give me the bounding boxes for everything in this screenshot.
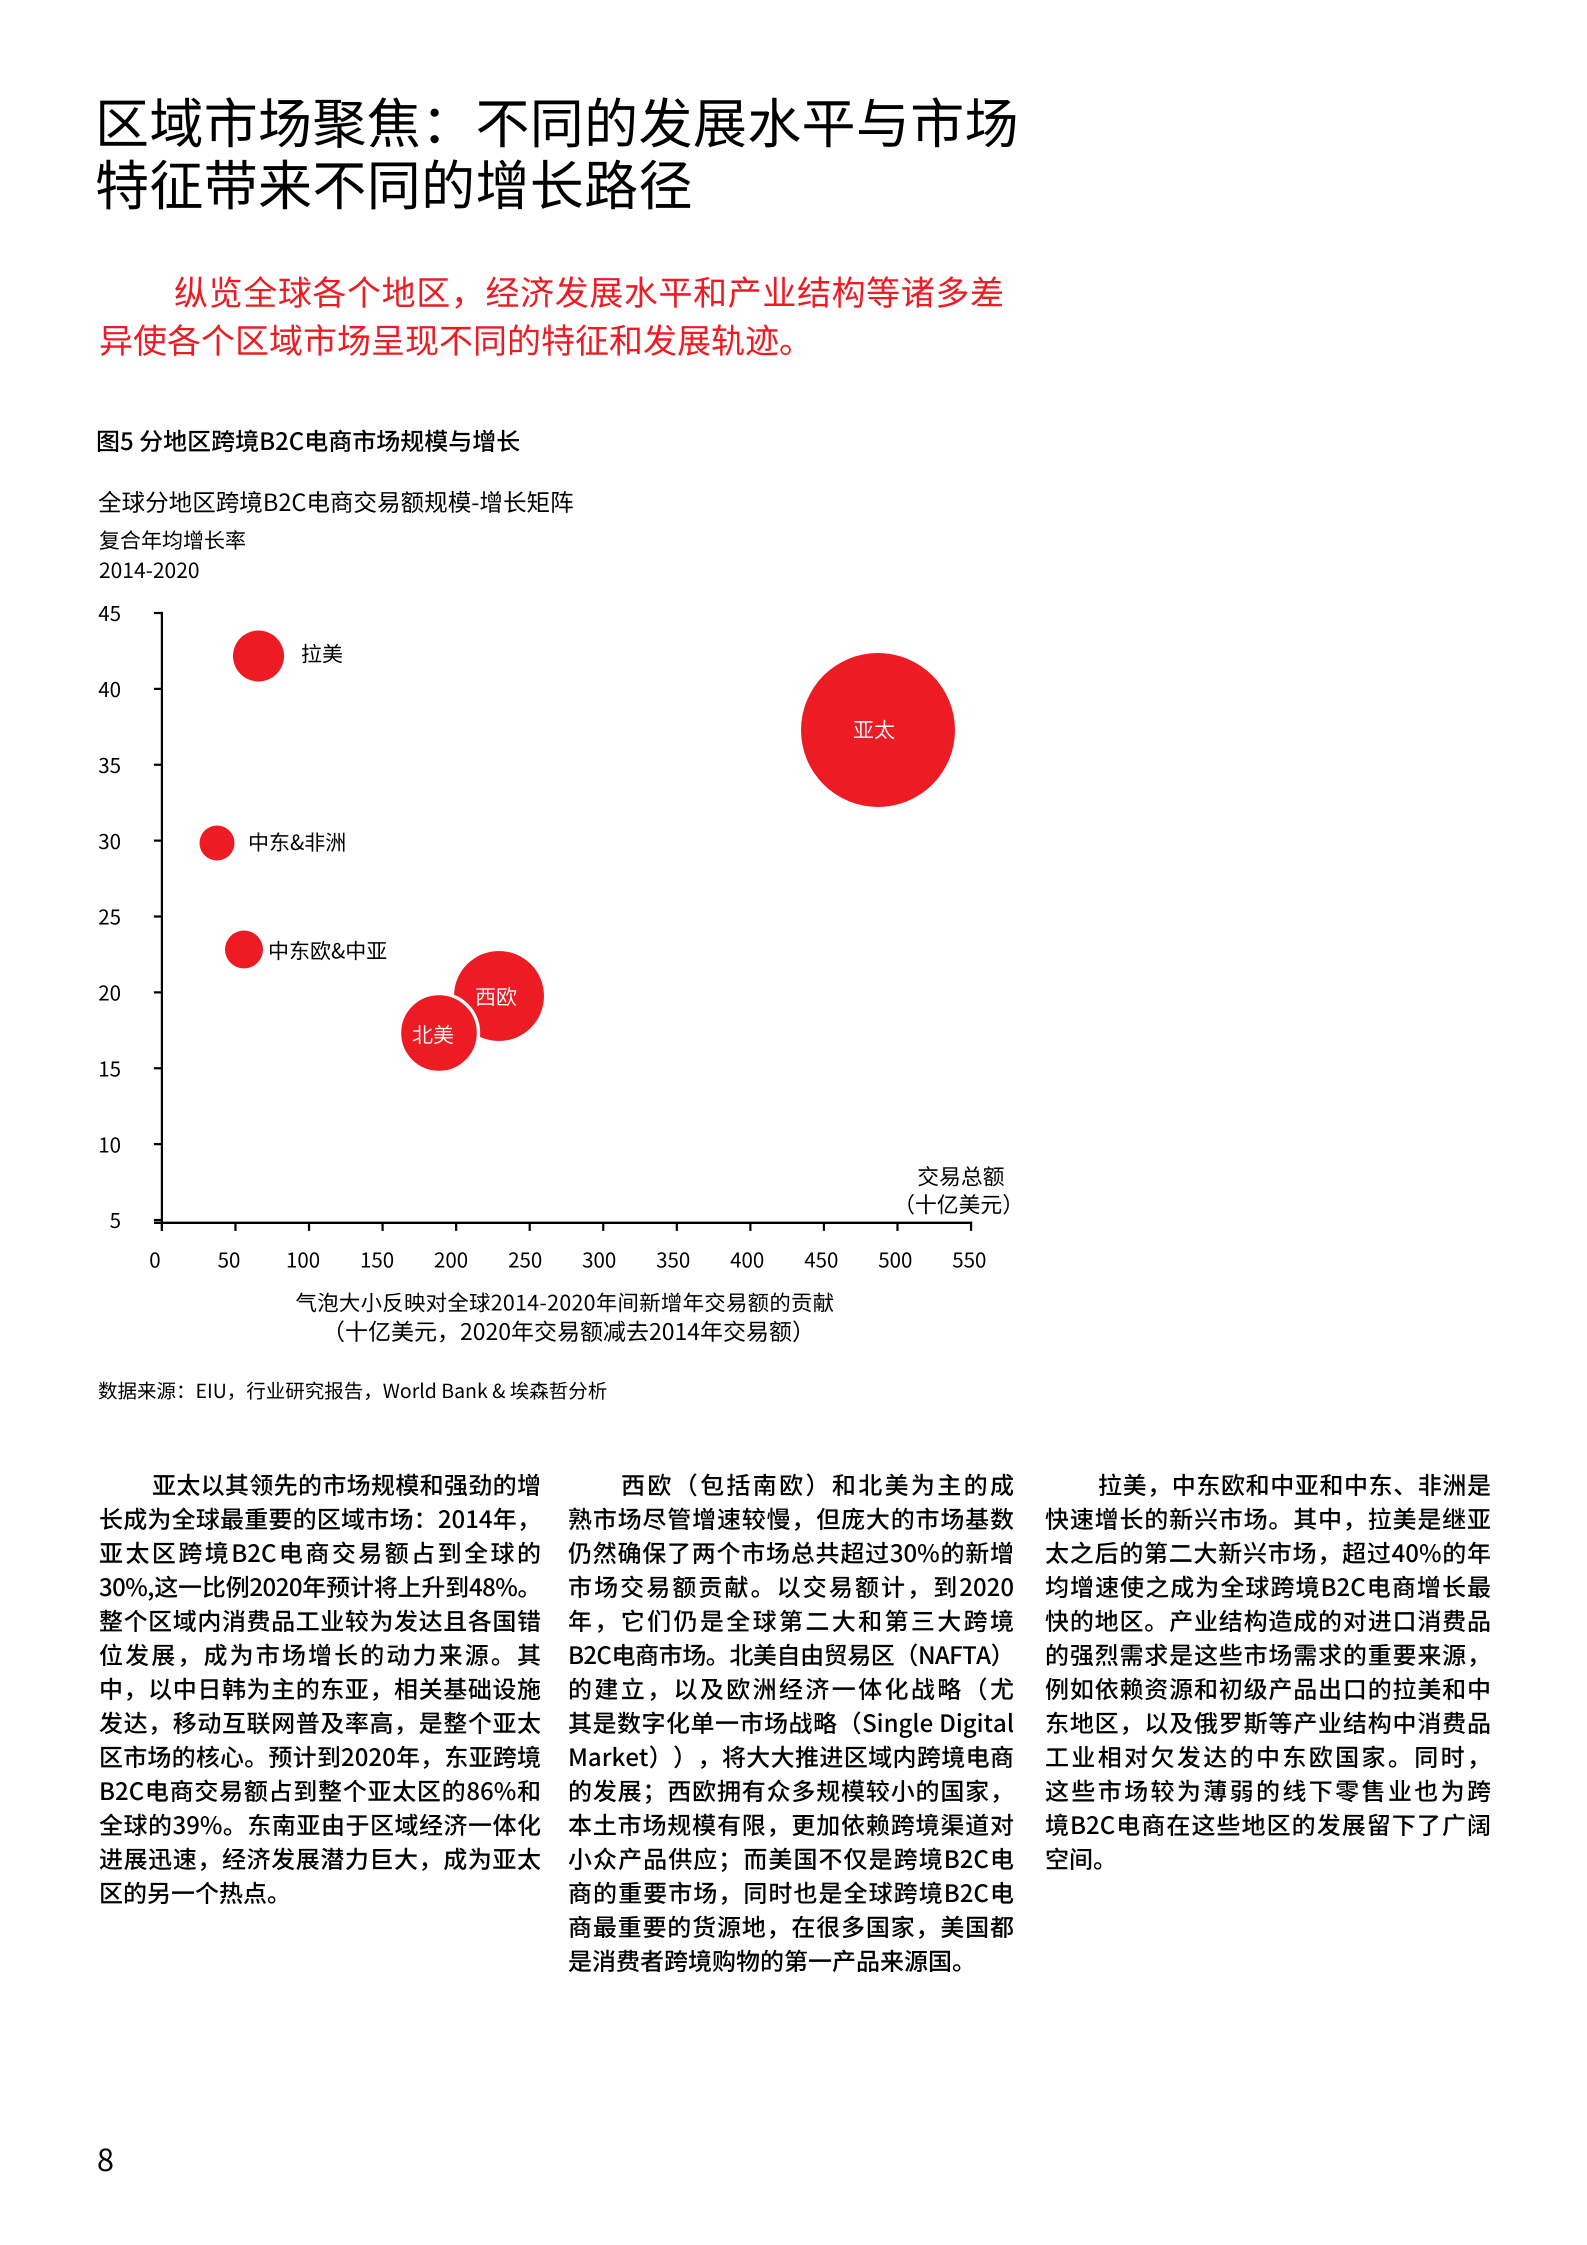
svg-text:30: 30 xyxy=(98,825,121,855)
svg-text:（十亿美元）: （十亿美元） xyxy=(893,1189,1024,1220)
svg-text:10: 10 xyxy=(98,1128,121,1158)
svg-text:45: 45 xyxy=(98,597,121,627)
svg-text:500: 500 xyxy=(878,1243,912,1273)
svg-text:交易总额: 交易总额 xyxy=(917,1161,1004,1192)
svg-text:20: 20 xyxy=(98,977,121,1007)
svg-text:200: 200 xyxy=(434,1243,468,1273)
svg-text:40: 40 xyxy=(98,673,121,703)
svg-text:35: 35 xyxy=(98,749,121,779)
svg-text:25: 25 xyxy=(98,901,121,931)
svg-text:0: 0 xyxy=(149,1243,160,1273)
svg-text:400: 400 xyxy=(730,1243,764,1273)
svg-text:亚太: 亚太 xyxy=(853,715,895,745)
svg-text:（十亿美元，2020年交易额减去2014年交易额）: （十亿美元，2020年交易额减去2014年交易额） xyxy=(322,1313,815,1347)
svg-text:350: 350 xyxy=(656,1243,690,1273)
svg-text:100: 100 xyxy=(286,1243,320,1273)
svg-text:中东欧&中亚: 中东欧&中亚 xyxy=(268,936,387,966)
svg-text:150: 150 xyxy=(360,1243,394,1273)
svg-text:中东&非洲: 中东&非洲 xyxy=(248,827,346,857)
svg-text:拉美: 拉美 xyxy=(301,639,343,669)
svg-text:450: 450 xyxy=(804,1243,838,1273)
svg-text:300: 300 xyxy=(582,1243,616,1273)
svg-text:北美: 北美 xyxy=(412,1020,454,1050)
svg-text:气泡大小反映对全球2014-2020年间新增年交易额的贡献: 气泡大小反映对全球2014-2020年间新增年交易额的贡献 xyxy=(296,1287,835,1318)
svg-text:250: 250 xyxy=(508,1243,542,1273)
svg-text:西欧: 西欧 xyxy=(475,982,517,1012)
svg-text:5: 5 xyxy=(110,1204,121,1234)
svg-text:15: 15 xyxy=(98,1052,121,1082)
svg-text:50: 50 xyxy=(218,1243,241,1273)
svg-text:550: 550 xyxy=(952,1243,986,1273)
